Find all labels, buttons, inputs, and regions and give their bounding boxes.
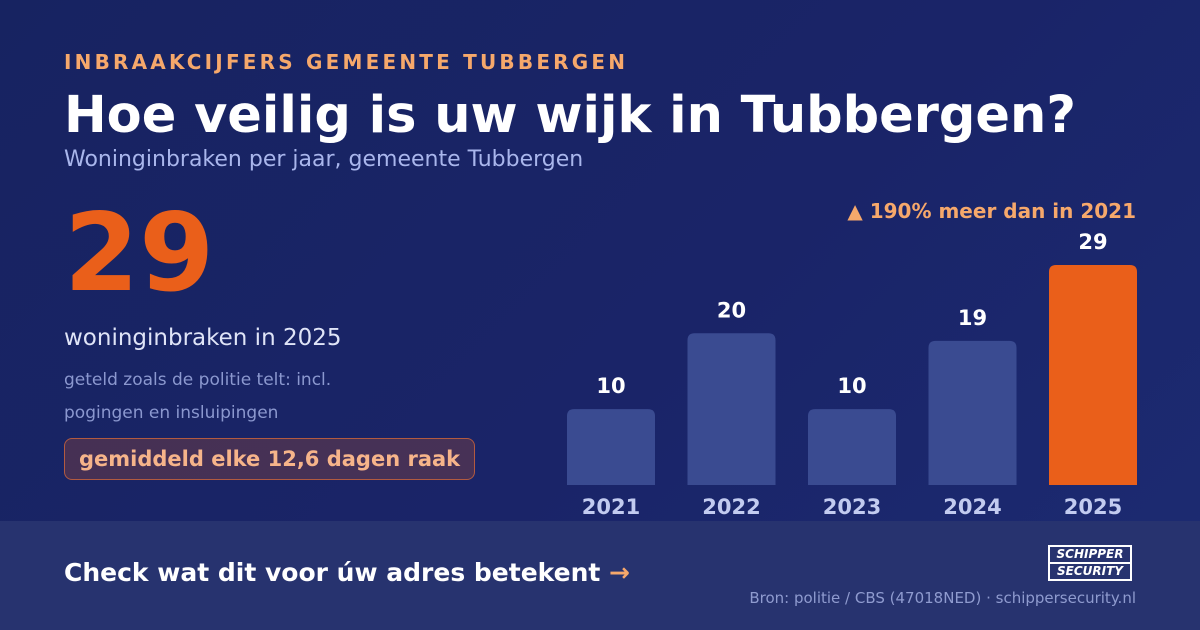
page-title: Hoe veilig is uw wijk in Tubbergen? bbox=[64, 86, 1076, 145]
tick-label-2025: 2025 bbox=[1064, 495, 1122, 519]
bar-2025 bbox=[1049, 265, 1137, 485]
eyebrow-label: INBRAAKCIJFERS GEMEENTE TUBBERGEN bbox=[64, 50, 629, 74]
logo-line-2: SECURITY bbox=[1057, 564, 1123, 578]
bar-2023 bbox=[808, 409, 896, 485]
bar-2021 bbox=[567, 409, 655, 485]
brand-logo: SCHIPPER SECURITY bbox=[1048, 545, 1132, 581]
data-label-2025: 29 bbox=[1078, 230, 1107, 254]
tick-label-2024: 2024 bbox=[943, 495, 1001, 519]
tick-label-2021: 2021 bbox=[582, 495, 640, 519]
highlight-value: 29 bbox=[64, 191, 215, 316]
growth-label: ▲ 190% meer dan in 2021 bbox=[847, 199, 1136, 223]
cta-link[interactable]: Check wat dit voor úw adres betekent → bbox=[64, 558, 630, 587]
bar-2024 bbox=[928, 340, 1017, 485]
arrow-right-icon: → bbox=[609, 558, 630, 587]
source-note: Bron: politie / CBS (47018NED) · schippe… bbox=[749, 589, 1136, 607]
highlight-note: geteld zoals de politie telt: incl. pogi… bbox=[64, 370, 332, 423]
page-subtitle: Woninginbraken per jaar, gemeente Tubber… bbox=[64, 147, 584, 172]
bar-2022 bbox=[687, 333, 776, 485]
data-label-2024: 19 bbox=[958, 306, 987, 330]
data-label-2023: 10 bbox=[837, 374, 866, 398]
highlight-caption: woninginbraken in 2025 bbox=[64, 325, 342, 351]
tick-label-2022: 2022 bbox=[702, 495, 760, 519]
data-label-2021: 10 bbox=[596, 374, 625, 398]
data-label-2022: 20 bbox=[717, 298, 746, 322]
tick-label-2023: 2023 bbox=[823, 495, 881, 519]
bar-chart: 10 2021 20 2022 10 2023 19 2024 29 2025 bbox=[567, 230, 1137, 519]
cta-text: Check wat dit voor úw adres betekent bbox=[64, 558, 601, 587]
logo-line-1: SCHIPPER bbox=[1050, 547, 1130, 564]
footer-bar: Check wat dit voor úw adres betekent → S… bbox=[0, 521, 1200, 630]
frequency-pill: gemiddeld elke 12,6 dagen raak bbox=[64, 438, 476, 480]
